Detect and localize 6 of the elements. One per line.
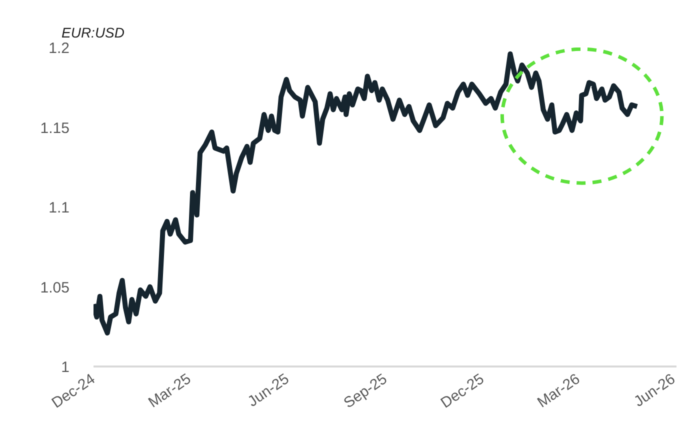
y-tick-label: 1: [61, 359, 70, 376]
y-axis-title: EUR:USD: [62, 24, 125, 40]
y-tick-label: 1.2: [48, 40, 70, 57]
y-tick-label: 1.05: [40, 279, 70, 296]
y-tick-label: 1.1: [48, 200, 70, 216]
y-tick-label: 1.15: [40, 120, 70, 137]
